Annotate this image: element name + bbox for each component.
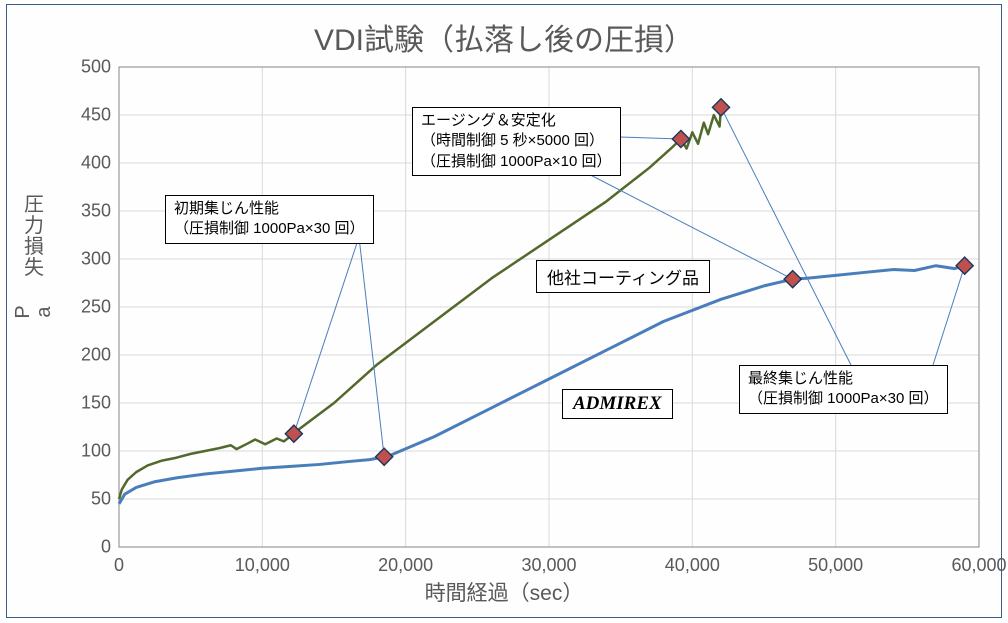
x-tick-label: 40,000: [665, 555, 720, 576]
y-tick-label: 150: [51, 393, 111, 414]
marker-adm-aging: [784, 271, 801, 288]
y-axis-label-text: 圧力損失: [24, 194, 44, 279]
x-axis-label: 時間経過（sec）: [7, 577, 1001, 607]
y-tick-label: 350: [51, 201, 111, 222]
y-tick-label: 450: [51, 105, 111, 126]
marker-adm-end: [956, 257, 973, 274]
callout-leader: [359, 237, 384, 457]
y-axis-label: 圧力損失 Pa: [22, 195, 46, 335]
x-tick-label: 50,000: [808, 555, 863, 576]
series-label-competitor: 他社コーティング品: [536, 260, 710, 293]
y-tick-label: 200: [51, 345, 111, 366]
y-tick-label: 250: [51, 297, 111, 318]
callout-aging: エージング＆安定化（時間制御 5 秒×5000 回）（圧損制御 1000Pa×1…: [412, 107, 621, 176]
plot-area: 050100150200250300350400450500010,00020,…: [119, 67, 979, 547]
x-tick-label: 60,000: [951, 555, 1006, 576]
marker-comp-end: [712, 99, 729, 116]
x-tick-label: 30,000: [521, 555, 576, 576]
x-tick-label: 0: [114, 555, 124, 576]
y-tick-label: 300: [51, 249, 111, 270]
x-tick-label: 10,000: [235, 555, 290, 576]
y-tick-label: 50: [51, 489, 111, 510]
x-tick-label: 20,000: [378, 555, 433, 576]
chart-frame: VDI試験（払落し後の圧損） 圧力損失 Pa 05010015020025030…: [6, 4, 1002, 618]
y-tick-label: 500: [51, 57, 111, 78]
y-tick-label: 100: [51, 441, 111, 462]
y-tick-label: 400: [51, 153, 111, 174]
y-axis-unit: Pa: [13, 300, 55, 324]
callout-leader: [294, 237, 359, 434]
chart-title: VDI試験（払落し後の圧損）: [7, 15, 1001, 59]
y-tick-label: 0: [51, 537, 111, 558]
callout-initial: 初期集じん性能（圧損制御 1000Pa×30 回）: [165, 195, 374, 244]
callout-leader: [933, 266, 965, 365]
series-label-admirex: ADMIREX: [562, 389, 673, 419]
callout-leader: [619, 137, 681, 139]
callout-leader: [721, 107, 851, 365]
callout-final: 最終集じん性能（圧損制御 1000Pa×30 回）: [739, 365, 948, 414]
